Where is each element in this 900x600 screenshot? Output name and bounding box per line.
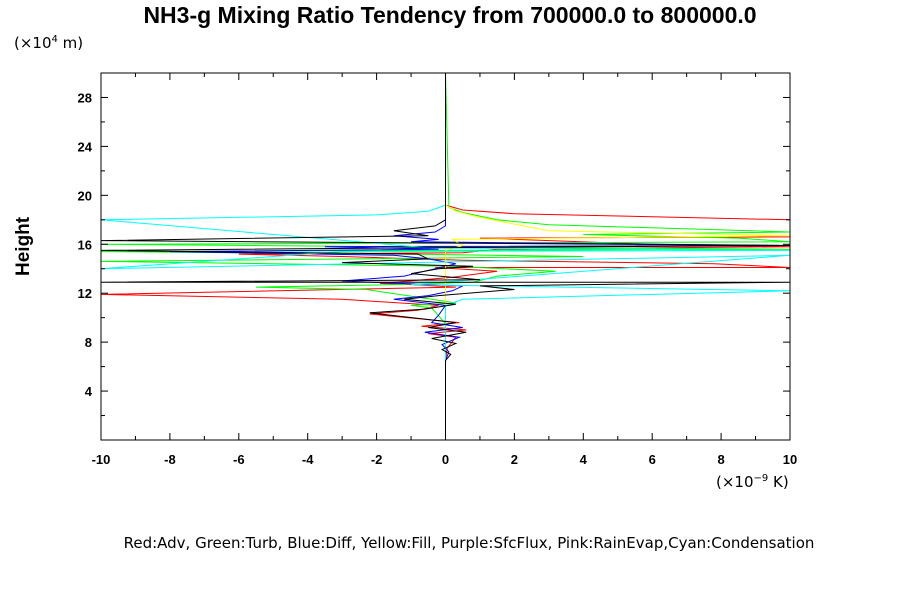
- x-unit-exponent: −9: [753, 473, 769, 484]
- x-tick-label: -6: [233, 452, 245, 467]
- series-line-net: [100, 73, 791, 437]
- chart-title: NH3-g Mixing Ratio Tendency from 700000.…: [143, 2, 757, 28]
- y-unit-rest: m): [57, 34, 84, 52]
- series-line-condensation: [100, 73, 791, 437]
- x-tick-label: -2: [371, 452, 383, 467]
- y-unit-base: (×10: [14, 34, 52, 52]
- y-tick-label: 12: [78, 286, 92, 301]
- y-tick-label: 20: [78, 188, 92, 203]
- x-tick-label: 0: [442, 452, 449, 467]
- y-tick-label: 16: [78, 237, 92, 252]
- x-axis-unit: (×10−9 K): [716, 473, 789, 491]
- series-line-diff: [169, 73, 791, 437]
- x-tick-label: -4: [302, 452, 314, 467]
- x-tick-label: 4: [580, 452, 588, 467]
- x-unit-base: (×10: [716, 473, 754, 491]
- x-tick-label: -10: [92, 452, 111, 467]
- x-tick-label: -8: [164, 452, 176, 467]
- x-tick-label: 10: [783, 452, 797, 467]
- y-tick-label: 4: [85, 384, 93, 399]
- legend-text: Red:Adv, Green:Turb, Blue:Diff, Yellow:F…: [123, 534, 815, 552]
- y-tick-label: 8: [85, 335, 92, 350]
- series-line-turb: [100, 72, 791, 437]
- series-line-fill: [445, 73, 791, 437]
- x-tick-label: 2: [511, 452, 518, 467]
- x-unit-rest: K): [768, 473, 789, 491]
- y-tick-label: 24: [78, 139, 93, 154]
- y-axis-unit: (×104 m): [14, 34, 83, 52]
- x-tick-label: 8: [717, 452, 724, 467]
- y-tick-label: 28: [78, 90, 92, 105]
- y-unit-exponent: 4: [51, 34, 58, 45]
- x-tick-label: 6: [649, 452, 656, 467]
